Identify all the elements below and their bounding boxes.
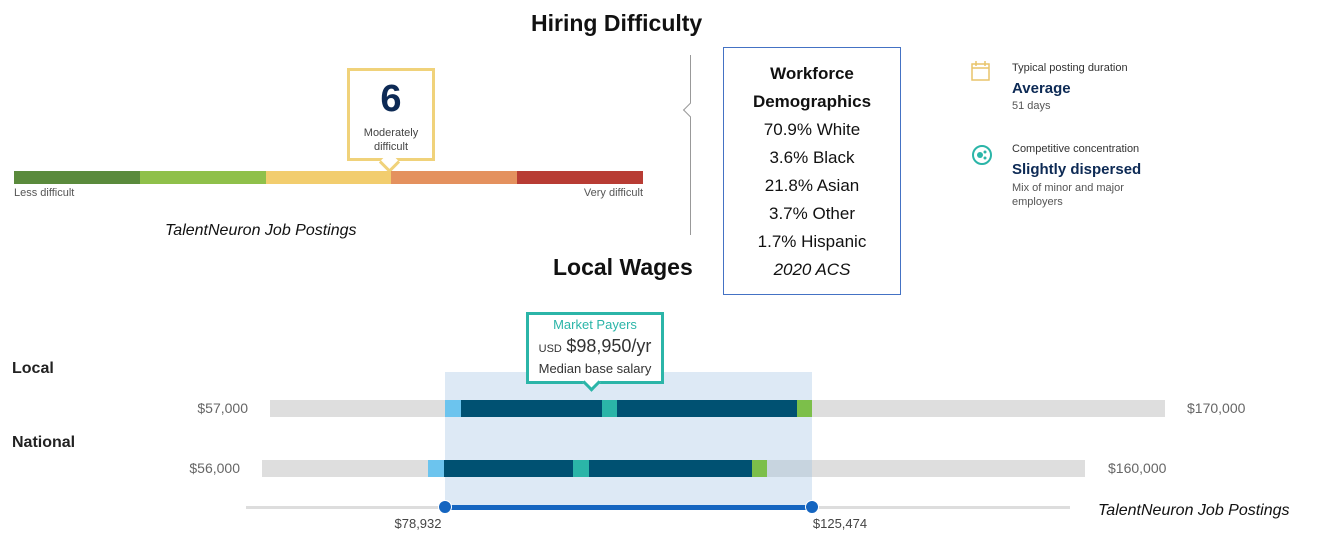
- divider: [690, 55, 691, 235]
- wages-title: Local Wages: [553, 254, 693, 280]
- scale-segment: [266, 171, 391, 184]
- range-low: $78,932: [394, 516, 442, 531]
- local-band: [797, 400, 812, 417]
- scale-low: Less difficult: [14, 187, 75, 199]
- concentration-icon: [972, 145, 992, 165]
- wages-source: TalentNeuron Job Postings: [1098, 502, 1290, 519]
- demographics-row: 70.9% White: [763, 120, 861, 139]
- demographics-box: [723, 47, 901, 295]
- national-label: National: [12, 434, 76, 451]
- range-high: $125,474: [812, 516, 868, 531]
- scale-segment: [140, 171, 266, 184]
- demographics-row: 3.6% Black: [769, 148, 855, 167]
- callout-title: Market Payers: [553, 317, 637, 332]
- national-overlap: [767, 460, 812, 477]
- national-band: [752, 460, 767, 477]
- national-band: [444, 460, 573, 477]
- local-max: $170,000: [1187, 400, 1246, 416]
- slider-handle[interactable]: [438, 500, 452, 514]
- insight-label: Typical posting duration: [1012, 62, 1128, 74]
- local-band: [461, 400, 602, 417]
- insight-detail: 51 days: [1012, 100, 1051, 112]
- score-label: Moderately difficult: [363, 127, 419, 153]
- scale-segment: [14, 171, 140, 184]
- national-band: [428, 460, 444, 477]
- range-highlight: [445, 372, 812, 507]
- demographics-row: 21.8% Asian: [764, 176, 860, 195]
- divider-chevron: [682, 102, 698, 118]
- demographics-title: Demographics: [752, 92, 872, 111]
- local-label: Local: [12, 360, 54, 377]
- scale-segment: [391, 171, 517, 184]
- callout-amount-row: USD $98,950/yr: [526, 336, 664, 357]
- score-box: [347, 68, 435, 161]
- demographics-row: 3.7% Other: [769, 204, 855, 223]
- score: 6: [380, 78, 402, 120]
- calendar-icon: [971, 61, 990, 81]
- slider-handle[interactable]: [805, 500, 819, 514]
- insight-value: Slightly dispersed: [1012, 161, 1142, 178]
- local-min: $57,000: [197, 400, 248, 416]
- local-band: [445, 400, 461, 417]
- local-band: [617, 400, 797, 417]
- insight-label: Competitive concentration: [1012, 143, 1140, 155]
- slider-range: [445, 505, 812, 510]
- callout-caption: Median base salary: [538, 361, 652, 376]
- insight-detail: Mix of minor and major employers: [1012, 182, 1124, 208]
- callout-box: [526, 312, 664, 384]
- local-median: [602, 400, 617, 417]
- hiring-source: TalentNeuron Job Postings: [165, 222, 357, 239]
- national-max: $160,000: [1108, 460, 1167, 476]
- hiring-title: Hiring Difficulty: [531, 10, 703, 36]
- national-min: $56,000: [189, 460, 240, 476]
- national-band: [589, 460, 752, 477]
- demographics-source: 2020 ACS: [773, 260, 851, 279]
- demographics-row: 1.7% Hispanic: [757, 232, 867, 251]
- callout-amount: $98,950/yr: [566, 336, 652, 356]
- scale-segment: [517, 171, 643, 184]
- callout-currency: USD: [538, 343, 562, 355]
- national-median: [573, 460, 589, 477]
- scale-high: Very difficult: [583, 187, 643, 199]
- demographics-title: Workforce: [770, 64, 854, 83]
- insight-value: Average: [1012, 80, 1071, 97]
